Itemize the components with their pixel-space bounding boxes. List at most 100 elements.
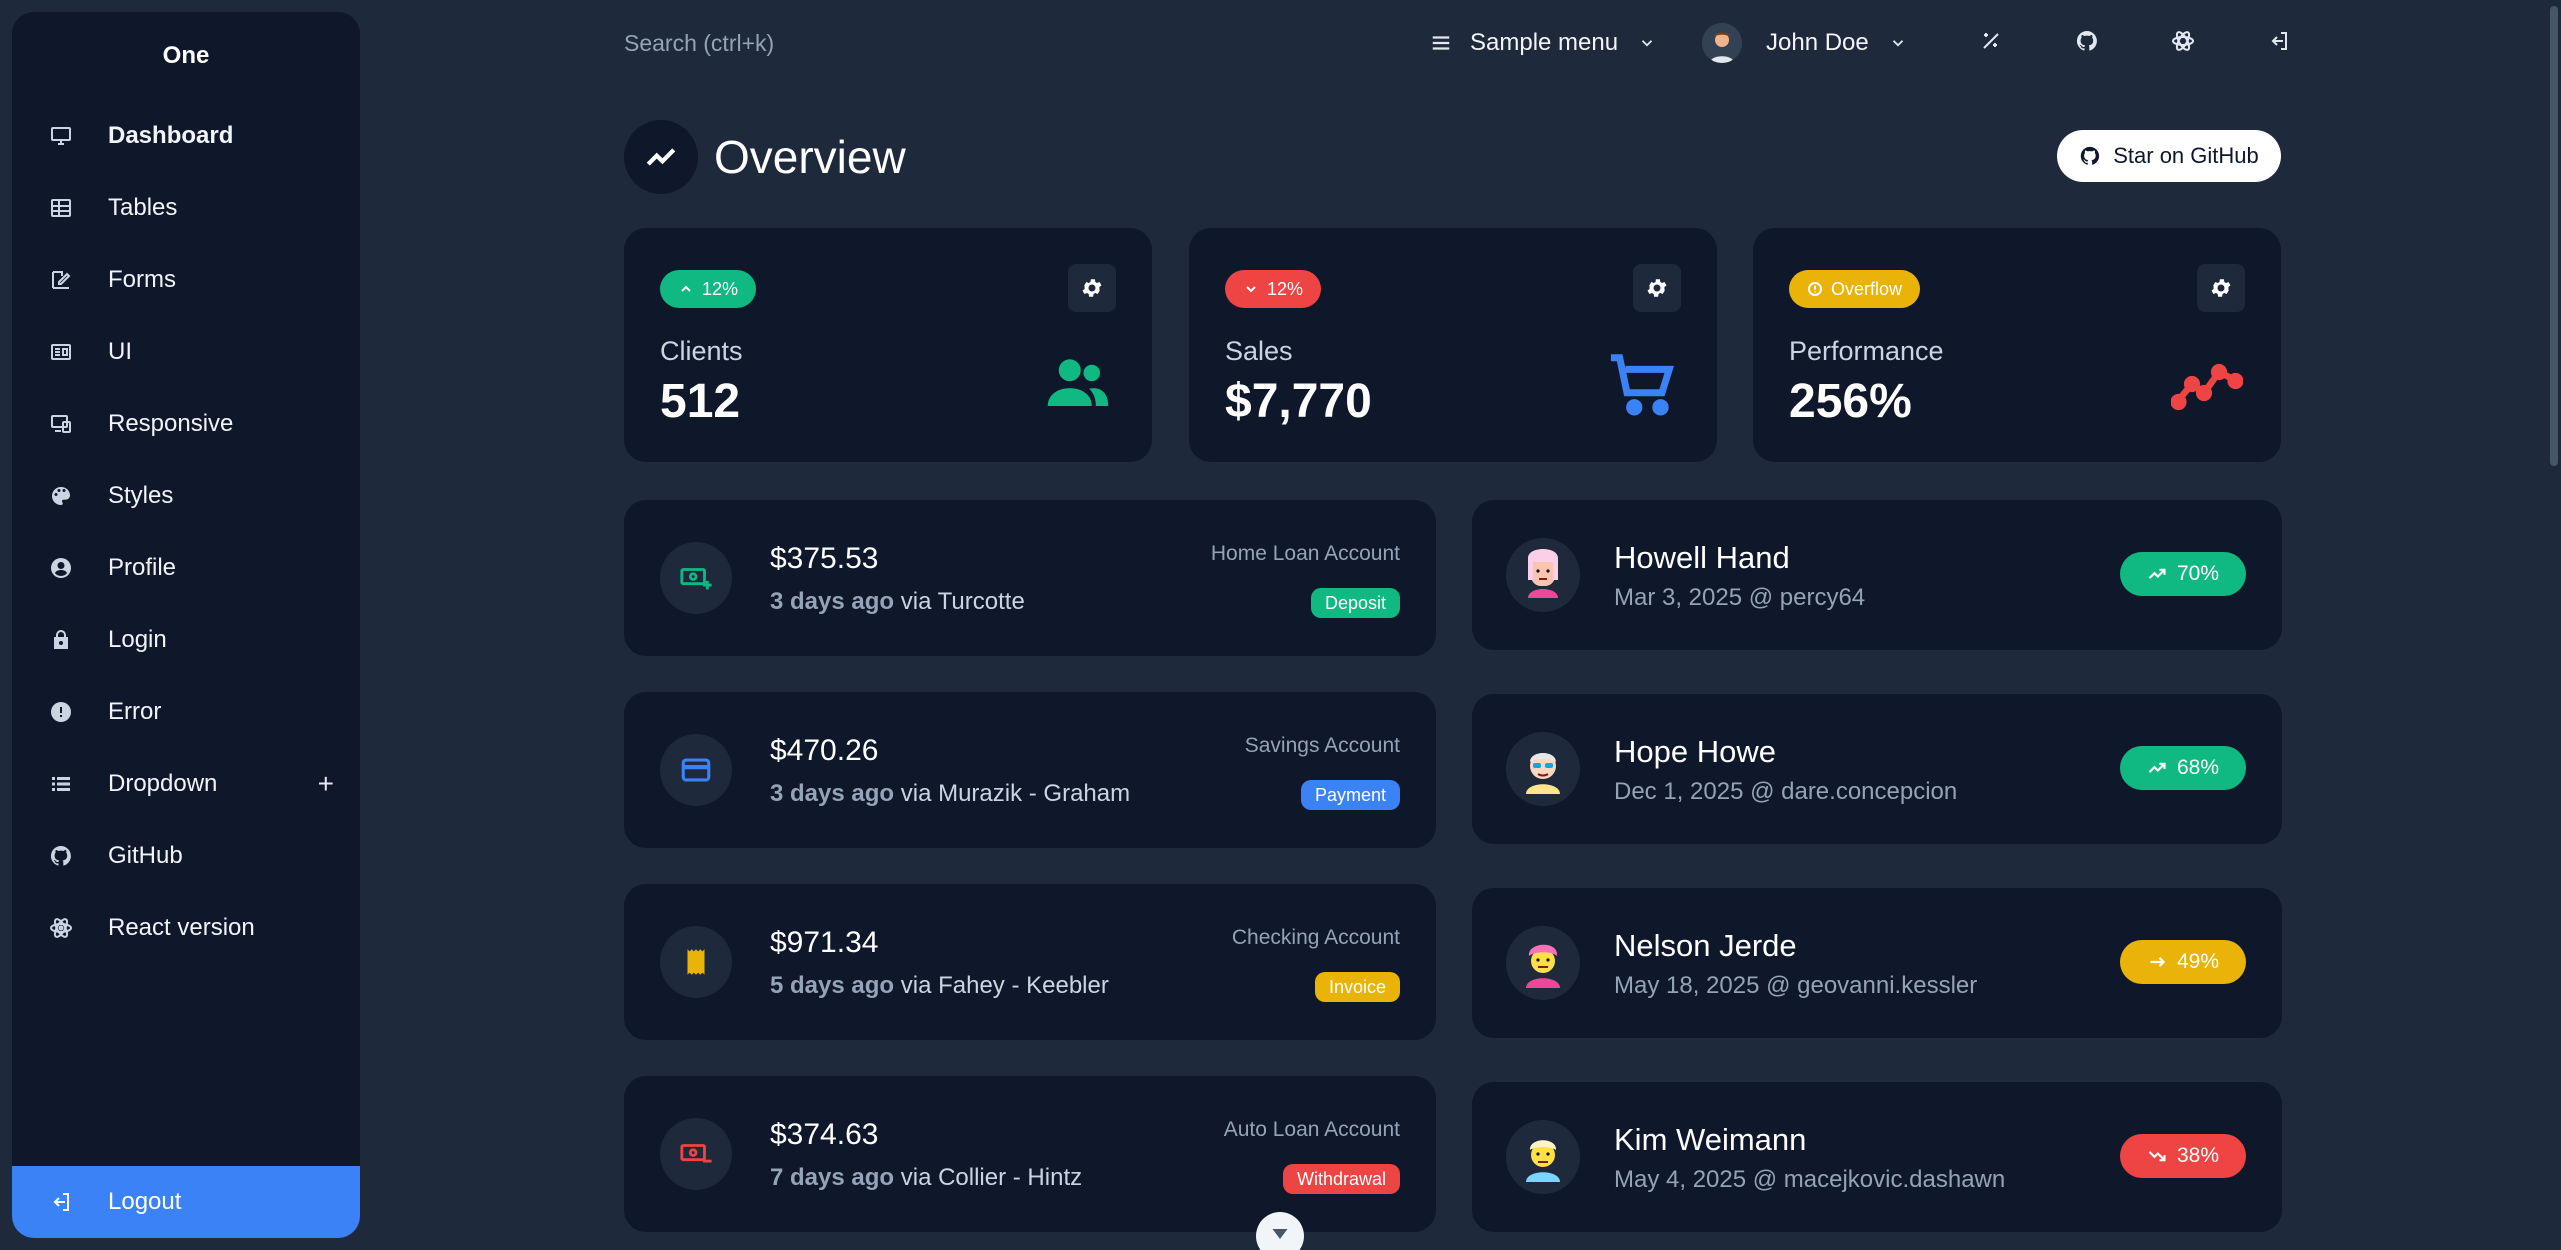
- transaction-type-badge: Withdrawal: [1282, 1164, 1400, 1194]
- transaction-card[interactable]: $470.26 3 days ago via Murazik - Graham …: [624, 692, 1436, 848]
- gear-icon: [2211, 279, 2231, 297]
- sidebar-item-profile[interactable]: Profile: [12, 532, 360, 604]
- widget-label: Performance: [1789, 336, 1944, 366]
- sidebar-item-label: React version: [108, 914, 255, 941]
- info-circle-icon: [1808, 282, 1822, 296]
- monitor-icon: [48, 123, 74, 149]
- avatar: [1506, 732, 1580, 806]
- widget-settings-button[interactable]: [1068, 264, 1116, 312]
- progress-badge: 70%: [2120, 552, 2246, 596]
- transaction-amount: $470.26: [770, 734, 879, 767]
- widget-clients: 12% Clients 512: [624, 228, 1152, 462]
- sidebar-item-tables[interactable]: Tables: [12, 172, 360, 244]
- trending-down-icon: [2148, 1151, 2166, 1162]
- transaction-amount: $375.53: [770, 542, 879, 575]
- table-icon: [48, 195, 74, 221]
- logout-icon: [48, 1189, 74, 1215]
- search-input[interactable]: [624, 22, 1024, 64]
- sidebar-item-label: GitHub: [108, 842, 183, 869]
- sidebar-item-label: Forms: [108, 266, 176, 293]
- transaction-card[interactable]: $374.63 7 days ago via Collier - Hintz A…: [624, 1076, 1436, 1232]
- progress-value: 49%: [2176, 950, 2220, 973]
- sidebar-item-react-version[interactable]: React version: [12, 892, 360, 964]
- theme-toggle-button[interactable]: [1976, 26, 2006, 56]
- sidebar-item-label: Tables: [108, 194, 178, 221]
- trending-up-icon: [2148, 568, 2166, 579]
- widget-performance: Overflow Performance 256%: [1753, 228, 2281, 462]
- widget-settings-button[interactable]: [1633, 264, 1681, 312]
- sidebar-logout-button[interactable]: Logout: [12, 1166, 360, 1238]
- transaction-card[interactable]: $971.34 5 days ago via Fahey - Keebler C…: [624, 884, 1436, 1040]
- sidebar-item-ui[interactable]: UI: [12, 316, 360, 388]
- transaction-type-badge: Invoice: [1314, 972, 1400, 1002]
- client-meta: Dec 1, 2025 @ dare.concepcion: [1614, 778, 1958, 805]
- chevron-down-icon: [1892, 40, 1903, 47]
- chevron-down-icon: [1272, 1229, 1288, 1239]
- sidebar-menu: Dashboard Tables Forms UI Responsive Sty…: [12, 100, 360, 964]
- transaction-when: 3 days ago: [770, 588, 895, 615]
- badge-text: Overflow: [1831, 278, 1903, 299]
- trending-up-icon: [2148, 762, 2166, 773]
- badge-text: 12%: [1267, 278, 1304, 299]
- sample-menu-label: Sample menu: [1470, 29, 1619, 56]
- sidebar-item-forms[interactable]: Forms: [12, 244, 360, 316]
- sidebar-item-label: Dropdown: [108, 770, 218, 797]
- client-card[interactable]: Nelson Jerde May 18, 2025 @ geovanni.kes…: [1472, 888, 2282, 1038]
- client-card[interactable]: Kim Weimann May 4, 2025 @ macejkovic.das…: [1472, 1082, 2282, 1232]
- top-navbar: Sample menu John Doe: [624, 0, 2287, 86]
- sidebar-item-label: Login: [108, 626, 167, 653]
- transaction-card[interactable]: $375.53 3 days ago via Turcotte Home Loa…: [624, 500, 1436, 656]
- widget-value: 256%: [1789, 375, 1912, 428]
- sidebar-item-dashboard[interactable]: Dashboard: [12, 100, 360, 172]
- client-meta: May 18, 2025 @ geovanni.kessler: [1614, 972, 1978, 999]
- palette-icon: [48, 483, 74, 509]
- github-icon: [48, 843, 74, 869]
- github-link-button[interactable]: [2072, 26, 2102, 56]
- trend-down-badge: 12%: [1225, 270, 1322, 308]
- transaction-type-badge: Payment: [1300, 780, 1400, 810]
- progress-badge: 68%: [2120, 746, 2246, 790]
- react-icon: [48, 915, 74, 941]
- hamburger-icon: [1432, 36, 1450, 50]
- react-link-button[interactable]: [2168, 26, 2198, 56]
- client-card[interactable]: Hope Howe Dec 1, 2025 @ dare.concepcion …: [1472, 694, 2282, 844]
- sidebar-item-label: Profile: [108, 554, 177, 581]
- transaction-via: via Turcotte: [900, 588, 1025, 615]
- logout-button[interactable]: [2264, 26, 2294, 56]
- expand-plus-icon[interactable]: +: [317, 768, 334, 799]
- client-card[interactable]: Howell Hand Mar 3, 2025 @ percy64 70%: [1472, 500, 2282, 650]
- sidebar-item-responsive[interactable]: Responsive: [12, 388, 360, 460]
- star-on-github-button[interactable]: Star on GitHub: [2057, 130, 2281, 182]
- scrollbar-thumb[interactable]: [2550, 6, 2558, 466]
- users-icon: [1040, 346, 1116, 422]
- user-menu-dropdown[interactable]: John Doe: [1702, 18, 1907, 68]
- brand-logo[interactable]: One: [162, 42, 210, 69]
- sidebar: One Dashboard Tables Forms UI Responsive…: [12, 12, 360, 1238]
- page-scrollbar[interactable]: [2547, 0, 2561, 1250]
- edit-icon: [48, 267, 74, 293]
- transaction-account: Home Loan Account: [1210, 542, 1400, 565]
- progress-value: 70%: [2176, 562, 2220, 585]
- sidebar-item-dropdown[interactable]: Dropdown +: [12, 748, 360, 820]
- overview-icon: [624, 120, 698, 194]
- sidebar-item-styles[interactable]: Styles: [12, 460, 360, 532]
- gear-icon: [1647, 279, 1667, 297]
- list-icon: [48, 771, 74, 797]
- sample-menu-dropdown[interactable]: Sample menu: [1430, 22, 1656, 64]
- progress-badge: 49%: [2120, 940, 2246, 984]
- sidebar-item-github[interactable]: GitHub: [12, 820, 360, 892]
- widget-settings-button[interactable]: [2197, 264, 2245, 312]
- transaction-amount: $374.63: [770, 1118, 879, 1151]
- cash-minus-icon: [660, 1118, 732, 1190]
- transaction-account: Auto Loan Account: [1223, 1118, 1400, 1141]
- transaction-meta: 5 days ago via Fahey - Keebler: [770, 972, 1109, 1000]
- sidebar-item-login[interactable]: Login: [12, 604, 360, 676]
- transaction-meta: 7 days ago via Collier - Hintz: [770, 1164, 1082, 1192]
- widget-label: Clients: [660, 336, 743, 366]
- scroll-down-button[interactable]: [1256, 1212, 1304, 1250]
- trend-up-badge: 12%: [660, 270, 757, 308]
- logout-icon: [2271, 32, 2287, 50]
- transaction-account: Savings Account: [1244, 734, 1400, 757]
- sidebar-item-error[interactable]: Error: [12, 676, 360, 748]
- sidebar-item-label: UI: [108, 338, 132, 365]
